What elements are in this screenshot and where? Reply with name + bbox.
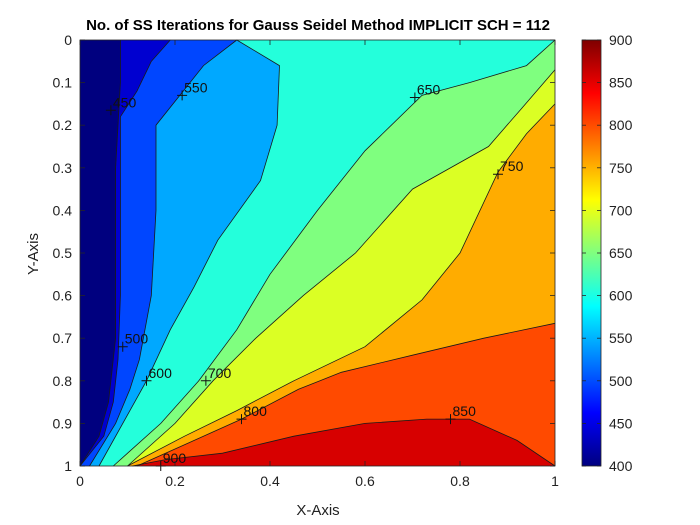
contour-label-text: 600: [149, 365, 173, 381]
y-tick-label: 0.4: [53, 202, 73, 218]
contour-label-650: 650: [409, 82, 441, 103]
contour-label-marker: [236, 414, 247, 425]
contour-label-marker: [141, 375, 152, 386]
contour-label-marker: [445, 414, 456, 425]
contour-label-text: 450: [113, 94, 137, 110]
contour-label-750: 750: [493, 158, 524, 180]
x-axis: 0 0.2 0.4 0.6 0.8 1: [76, 40, 559, 489]
contour-line-500: [79, 39, 171, 467]
contour-label-text: 650: [417, 82, 441, 98]
y-tick-label: 0.1: [53, 75, 73, 91]
colorbar-tick-label: 650: [609, 245, 633, 261]
colorbar-tick-label: 550: [609, 330, 633, 346]
contour-label-800: 800: [236, 403, 268, 425]
x-tick-label: 0.4: [260, 473, 280, 489]
contour-line-700: [127, 69, 556, 467]
contour-label-700: 700: [200, 365, 232, 386]
contour-label-text: 900: [163, 450, 187, 466]
contour-label-text: 550: [184, 79, 208, 95]
contour-label-marker: [117, 341, 128, 352]
contour-label-text: 800: [244, 403, 268, 419]
colorbar-tick-label: 400: [609, 458, 633, 474]
y-tick-label: 0.6: [53, 288, 73, 304]
y-axis: 0 0.1 0.2 0.3 0.4 0.5 0.6 0.7 0.8 0.9 1: [53, 32, 555, 474]
colorbar-tick-label: 900: [609, 32, 633, 48]
contour-label-marker: [493, 169, 503, 180]
colorbar-tick-label: 450: [609, 415, 633, 431]
contour-label-text: 850: [453, 403, 477, 419]
contour-label-550: 550: [177, 79, 208, 101]
chart-title: No. of SS Iterations for Gauss Seidel Me…: [86, 17, 550, 34]
y-tick-label: 0: [64, 32, 72, 48]
y-axis-label: Y-Axis: [25, 233, 42, 275]
contour-label-500: 500: [117, 331, 149, 352]
y-tick-label: 0.9: [53, 415, 73, 431]
x-tick-label: 0.8: [450, 473, 470, 489]
contour-label-marker: [409, 92, 420, 103]
contour-label-850: 850: [445, 403, 477, 425]
colorbar-tick-label: 500: [609, 373, 633, 389]
contour-label-text: 750: [500, 158, 524, 174]
y-tick-label: 0.2: [53, 117, 73, 133]
colorbar-tick-label: 700: [609, 202, 633, 218]
x-tick-label: 0: [76, 473, 84, 489]
y-tick-label: 1: [64, 458, 72, 474]
contour-label-600: 600: [141, 365, 173, 386]
x-tick-label: 0.6: [355, 473, 375, 489]
y-tick-label: 0.3: [53, 160, 73, 176]
contour-line-750: [127, 103, 556, 467]
colorbar-tick-label: 850: [609, 75, 633, 91]
colorbar-tick-label: 750: [609, 160, 633, 176]
contour-label-text: 500: [125, 331, 149, 347]
contour-label-text: 700: [208, 365, 232, 381]
colorbar-tick-label: 600: [609, 288, 633, 304]
y-tick-label: 0.7: [53, 330, 73, 346]
contour-line-600: [98, 39, 280, 467]
colorbar-tick-label: 800: [609, 117, 633, 133]
x-axis-label: X-Axis: [296, 502, 339, 519]
colorbar: 400 450 500 550 600 650 700 750 800 850 900: [581, 32, 633, 474]
y-tick-label: 0.5: [53, 245, 73, 261]
contour-line-650: [113, 39, 556, 467]
contour-line-800: [136, 322, 556, 467]
contour-band-850: [132, 419, 556, 466]
plot-area: 450 500 550 600 650 700 750 800 850 900: [79, 39, 556, 471]
contour-label-marker: [177, 90, 188, 101]
contour-label-marker: [200, 375, 211, 386]
contour-line-450: [79, 40, 121, 467]
contour-line-550: [89, 39, 238, 467]
contour-label-450: 450: [105, 94, 137, 116]
contour-line-850: [132, 418, 556, 467]
x-tick-label: 1: [551, 473, 559, 489]
contour-label-marker: [105, 105, 116, 116]
y-tick-label: 0.8: [53, 373, 73, 389]
x-tick-label: 0.2: [165, 473, 185, 489]
